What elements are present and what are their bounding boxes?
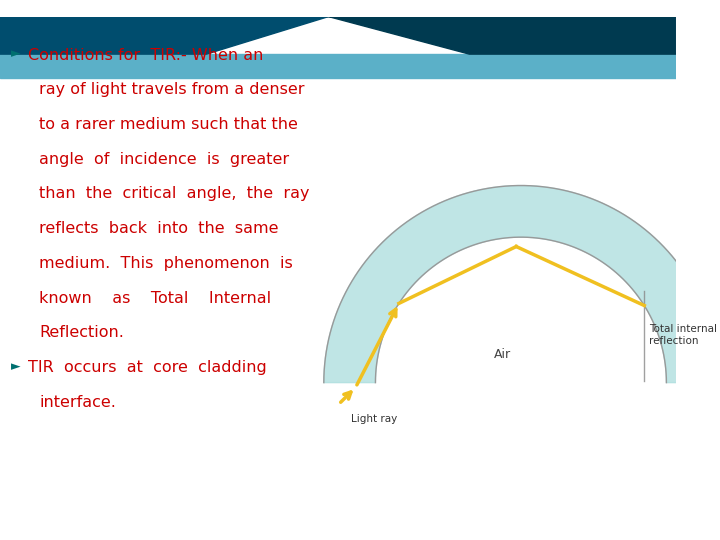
Text: known    as    Total    Internal: known as Total Internal — [40, 291, 271, 306]
Polygon shape — [324, 186, 718, 383]
Text: Air: Air — [494, 348, 510, 361]
Text: Glass: Glass — [0, 539, 1, 540]
Text: ►: ► — [12, 48, 21, 60]
Polygon shape — [0, 54, 676, 78]
Polygon shape — [0, 17, 676, 54]
Text: Light ray: Light ray — [351, 414, 397, 423]
Text: angle  of  incidence  is  greater: angle of incidence is greater — [40, 152, 289, 167]
Text: than  the  critical  angle,  the  ray: than the critical angle, the ray — [40, 186, 310, 201]
Text: to a rarer medium such that the: to a rarer medium such that the — [40, 117, 298, 132]
Text: ►: ► — [12, 360, 21, 373]
Polygon shape — [0, 17, 328, 54]
Text: interface.: interface. — [40, 395, 117, 410]
Text: reflects  back  into  the  same: reflects back into the same — [40, 221, 279, 236]
Text: Total internal
reflection: Total internal reflection — [649, 325, 717, 346]
Text: ray of light travels from a denser: ray of light travels from a denser — [40, 82, 305, 97]
Text: medium.  This  phenomenon  is: medium. This phenomenon is — [40, 256, 293, 271]
Text: Conditions for  TIR:- When an: Conditions for TIR:- When an — [28, 48, 264, 63]
Text: Reflection.: Reflection. — [40, 326, 125, 340]
Text: TIR  occurs  at  core  cladding: TIR occurs at core cladding — [28, 360, 267, 375]
